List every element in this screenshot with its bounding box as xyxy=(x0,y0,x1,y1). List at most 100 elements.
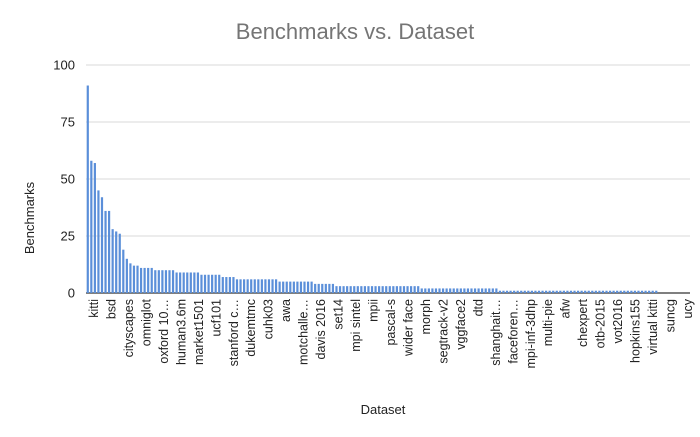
bar xyxy=(250,279,253,293)
bar xyxy=(129,263,132,293)
bar xyxy=(402,286,406,293)
bar xyxy=(633,290,637,293)
bar xyxy=(171,270,175,293)
x-tick-label: pascal-s xyxy=(384,299,398,346)
bar xyxy=(346,286,349,293)
bar xyxy=(456,288,459,293)
y-tick-label: 100 xyxy=(53,58,75,73)
bar xyxy=(104,210,107,293)
bar xyxy=(481,288,484,293)
bar xyxy=(417,286,420,293)
x-tick-label: davis 2016 xyxy=(314,299,328,360)
bar xyxy=(644,290,647,293)
bar xyxy=(161,270,164,293)
bar xyxy=(157,270,160,293)
bar xyxy=(282,281,285,293)
bar xyxy=(271,279,274,293)
bar xyxy=(388,286,391,293)
bar xyxy=(367,286,370,293)
x-tick-label: afw xyxy=(559,298,573,318)
bar xyxy=(552,290,555,293)
bar xyxy=(427,288,430,293)
x-tick-label: ucy xyxy=(681,298,695,318)
bar xyxy=(413,286,416,293)
bar xyxy=(107,210,111,293)
x-tick-label: wider face xyxy=(402,299,416,357)
bar xyxy=(86,85,89,294)
x-tick-label: cuhk03 xyxy=(262,299,276,339)
bar xyxy=(143,267,146,293)
bar xyxy=(406,286,409,293)
bar xyxy=(257,279,260,293)
x-tick-label: bsd xyxy=(105,299,119,319)
bar xyxy=(310,281,313,293)
bar xyxy=(608,290,612,293)
y-axis-ticks: 0 25 50 75 100 xyxy=(53,58,75,301)
bar xyxy=(118,233,121,293)
bar xyxy=(154,270,157,293)
x-tick-label: omniglot xyxy=(139,298,153,346)
bar xyxy=(203,274,207,293)
bar xyxy=(335,286,338,293)
bar xyxy=(630,290,633,293)
bar xyxy=(576,290,580,293)
bar xyxy=(349,286,352,293)
bar xyxy=(534,290,537,293)
x-tick-label: dtd xyxy=(471,299,485,316)
y-tick-label: 50 xyxy=(61,172,75,187)
x-tick-label: morph xyxy=(419,299,433,334)
bar xyxy=(424,288,427,293)
bar xyxy=(601,290,605,293)
bar xyxy=(516,290,519,293)
bar xyxy=(619,290,622,293)
bar xyxy=(331,283,335,293)
bar xyxy=(186,272,189,293)
bar xyxy=(97,190,100,293)
bar xyxy=(527,290,530,293)
x-tick-label: awa xyxy=(279,299,293,322)
bar xyxy=(299,281,303,293)
bar xyxy=(264,279,267,293)
bar xyxy=(360,286,363,293)
bar xyxy=(260,279,263,293)
bar xyxy=(225,277,228,293)
bar xyxy=(441,288,445,293)
bar xyxy=(580,290,583,293)
x-tick-label: kitti xyxy=(87,299,101,318)
bar xyxy=(122,249,125,293)
bar xyxy=(303,281,306,293)
bar xyxy=(623,290,626,293)
bar xyxy=(395,286,398,293)
bar xyxy=(445,288,448,293)
bar xyxy=(594,290,597,293)
bar xyxy=(488,288,491,293)
bar xyxy=(356,286,359,293)
bar xyxy=(93,163,96,293)
bar xyxy=(640,290,644,293)
x-tick-label: mpi-inf-3dhp xyxy=(524,299,538,369)
x-tick-label: vggface2 xyxy=(454,299,468,350)
bar xyxy=(459,288,462,293)
x-tick-label: chexpert xyxy=(576,298,590,346)
bar xyxy=(235,279,239,293)
bar xyxy=(189,272,192,293)
bar xyxy=(211,274,214,293)
bar xyxy=(637,290,640,293)
x-tick-label: market1501 xyxy=(192,299,206,365)
bar xyxy=(306,281,310,293)
bar xyxy=(573,290,576,293)
bar xyxy=(328,283,331,293)
bar xyxy=(530,290,533,293)
bar xyxy=(324,283,327,293)
bar xyxy=(207,274,210,293)
bar xyxy=(584,290,587,293)
x-tick-label: multi-pie xyxy=(541,299,555,346)
bar xyxy=(509,290,512,293)
y-axis-label: Benchmarks xyxy=(22,181,37,254)
bar xyxy=(513,290,516,293)
bar xyxy=(246,279,249,293)
bar xyxy=(420,288,423,293)
bar xyxy=(239,279,242,293)
bar xyxy=(274,279,278,293)
